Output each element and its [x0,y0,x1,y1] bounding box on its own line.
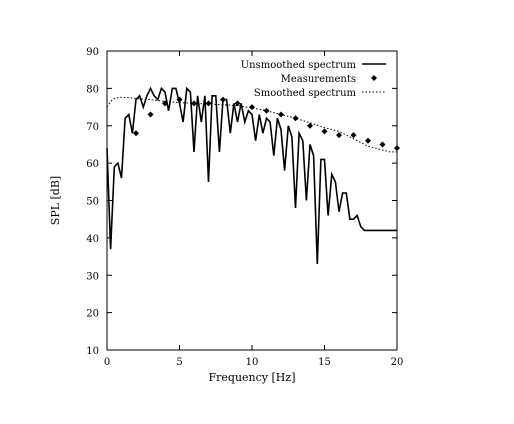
x-tick-label: 15 [318,357,331,368]
measurement-point [176,96,183,103]
y-tick-label: 10 [86,346,99,357]
smoothed-spectrum-line [106,96,397,153]
y-axis-title: SPL [dB] [49,176,62,225]
legend-label: Smoothed spectrum [254,88,357,99]
x-tick-label: 20 [391,357,404,368]
measurement-point [321,128,328,135]
measurement-point [307,122,313,129]
measurement-point [379,141,386,148]
legend-label: Unsmoothed spectrum [241,60,357,71]
measurement-point [205,100,212,107]
legend-label: Measurements [281,74,356,85]
series-layer [106,86,400,265]
y-tick-label: 20 [86,309,99,320]
measurement-point [147,111,154,118]
y-tick-label: 30 [86,271,99,282]
x-axis-title: Frequency [Hz] [209,371,296,384]
y-tick-label: 40 [86,234,99,245]
legend-marker [371,75,377,81]
y-tick-label: 60 [86,159,99,170]
x-tick-label: 10 [246,357,259,368]
y-tick-label: 50 [86,197,99,208]
legend: Unsmoothed spectrum Measurements Smoothed … [241,60,386,99]
unsmoothed-spectrum-line [106,86,397,265]
y-tick-label: 70 [86,122,99,133]
measurement-point [350,132,357,139]
x-tick-label: 0 [104,357,110,368]
plot-frame [106,50,398,351]
measurement-point [336,132,342,139]
measurement-point [133,130,139,137]
y-tick-label: 90 [86,47,99,58]
measurement-point [292,115,299,122]
measurement-point [234,100,241,107]
x-tick-label: 5 [176,357,182,368]
measurement-point [365,137,371,144]
y-tick-label: 80 [86,84,99,95]
measurement-point [220,96,226,103]
